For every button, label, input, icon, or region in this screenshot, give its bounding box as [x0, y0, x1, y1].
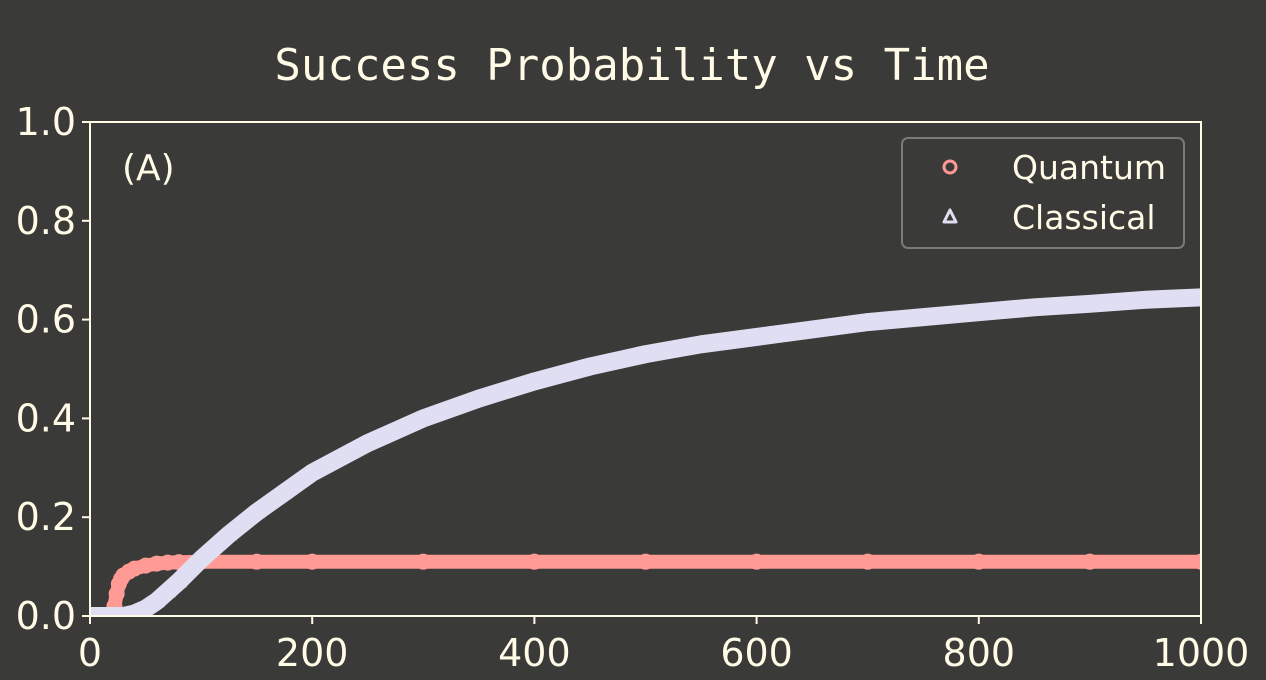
data-point	[1026, 298, 1043, 314]
data-point	[859, 313, 876, 329]
data-point	[90, 607, 95, 616]
data-point	[859, 553, 876, 570]
data-point	[148, 592, 165, 608]
data-point	[415, 553, 432, 570]
data-point	[637, 553, 654, 570]
data-point	[220, 525, 237, 541]
data-point	[128, 604, 141, 616]
y-tick-label: 0.8	[16, 199, 76, 243]
data-point	[748, 327, 765, 343]
data-point	[915, 308, 932, 324]
data-point	[470, 389, 487, 405]
data-point	[526, 553, 543, 570]
legend-marker-triangle	[942, 208, 958, 224]
data-point	[137, 599, 154, 615]
data-point	[1137, 290, 1154, 306]
panel-label: (A)	[122, 148, 175, 189]
data-point	[1081, 553, 1098, 570]
x-tick-label: 400	[498, 631, 571, 675]
data-point	[526, 372, 543, 388]
data-point	[970, 553, 987, 570]
data-point	[748, 553, 765, 570]
data-point	[118, 607, 129, 616]
x-tick-label: 0	[78, 631, 102, 675]
data-point	[1081, 294, 1098, 310]
data-point	[1193, 288, 1201, 304]
data-point	[107, 607, 118, 616]
data-point	[276, 483, 293, 499]
y-tick-label: 0.4	[16, 396, 76, 440]
legend-marker-circle	[942, 159, 958, 175]
x-tick-label: 200	[276, 631, 349, 675]
x-tick-label: 600	[720, 631, 793, 675]
data-point	[170, 572, 187, 588]
legend-label: Quantum	[1012, 148, 1166, 187]
series-quantum	[90, 553, 1201, 616]
data-point	[304, 553, 321, 570]
chart-title: Success Probability vs Time	[274, 40, 989, 91]
legend: Quantum Classical	[901, 137, 1185, 249]
data-point	[804, 320, 821, 336]
y-tick-label: 0.6	[16, 298, 76, 342]
data-point	[970, 303, 987, 319]
plot-series-group	[90, 288, 1201, 616]
data-point	[1193, 553, 1201, 570]
data-point	[415, 409, 432, 425]
data-point	[159, 582, 176, 598]
data-point	[248, 503, 265, 519]
data-point	[248, 553, 265, 570]
legend-box	[901, 137, 1185, 249]
data-point	[359, 434, 376, 450]
y-tick-label: 0.2	[16, 495, 76, 539]
series-classical	[90, 288, 1201, 616]
x-axis: 0 200 400 600 800 1000	[78, 616, 1249, 675]
x-tick-label: 800	[943, 631, 1016, 675]
data-point	[193, 550, 210, 566]
x-tick-label: 1000	[1153, 631, 1250, 675]
y-tick-label: 1.0	[16, 100, 76, 144]
data-point	[693, 335, 710, 351]
y-tick-label: 0.0	[16, 594, 76, 638]
data-point	[581, 357, 598, 373]
data-point	[304, 463, 321, 479]
data-point	[637, 345, 654, 361]
legend-label: Classical	[1012, 198, 1156, 237]
plot-frame	[89, 121, 1202, 617]
y-axis: 0.0 0.2 0.4 0.6 0.8 1.0	[16, 100, 90, 638]
